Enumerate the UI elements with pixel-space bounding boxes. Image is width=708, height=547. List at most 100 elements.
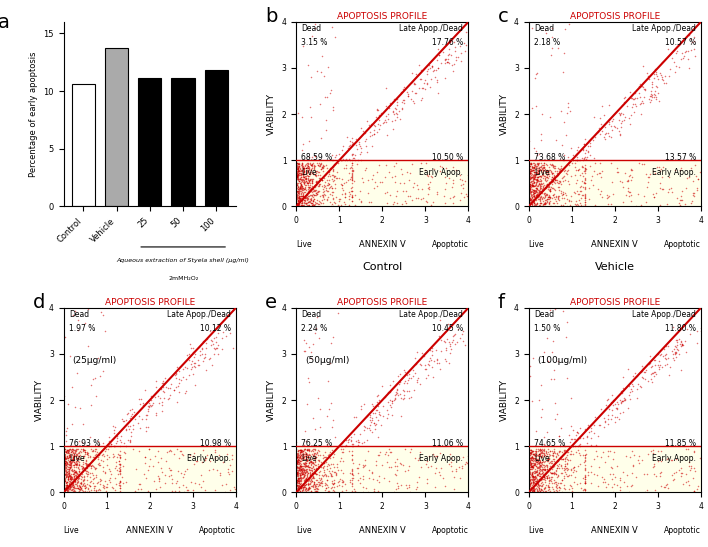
Point — [346, 455, 358, 463]
Point — [314, 192, 326, 201]
Point — [324, 453, 335, 462]
Point — [68, 469, 79, 478]
Point — [314, 201, 326, 210]
Point — [569, 158, 581, 167]
Point — [537, 457, 548, 466]
Point — [306, 475, 317, 484]
Point — [304, 176, 315, 185]
Point — [524, 181, 535, 190]
Point — [297, 465, 308, 474]
Point — [535, 199, 547, 208]
Point — [583, 183, 594, 192]
Point — [321, 411, 333, 420]
Point — [307, 447, 319, 456]
Point — [302, 182, 314, 191]
Point — [299, 163, 310, 172]
Point — [537, 164, 548, 172]
Point — [297, 164, 309, 172]
Point — [542, 171, 553, 179]
Point — [383, 167, 394, 176]
Point — [362, 175, 374, 184]
Point — [69, 475, 80, 484]
Point — [135, 399, 146, 408]
Point — [578, 177, 590, 186]
Point — [295, 463, 306, 472]
Point — [532, 463, 544, 472]
Point — [546, 469, 557, 478]
Point — [540, 472, 552, 481]
Point — [544, 199, 555, 208]
Point — [295, 168, 306, 177]
Point — [152, 446, 164, 455]
Point — [423, 451, 435, 460]
Point — [299, 460, 310, 469]
Point — [59, 485, 71, 493]
Point — [535, 183, 546, 192]
Point — [528, 461, 539, 469]
Point — [548, 190, 559, 199]
Point — [295, 179, 307, 188]
Point — [360, 456, 371, 464]
Point — [554, 183, 565, 191]
Point — [380, 160, 392, 169]
Point — [529, 479, 540, 488]
Point — [311, 480, 322, 489]
Text: (100μg/ml): (100μg/ml) — [537, 356, 588, 365]
Point — [571, 200, 583, 208]
Point — [527, 164, 539, 173]
Point — [309, 171, 321, 179]
Point — [357, 178, 368, 187]
Point — [554, 432, 565, 440]
Point — [552, 450, 563, 458]
Point — [306, 159, 317, 168]
Point — [542, 486, 554, 494]
Point — [297, 42, 309, 50]
Point — [530, 167, 542, 176]
Point — [294, 457, 305, 465]
Point — [112, 434, 123, 443]
Point — [445, 458, 457, 467]
Point — [547, 469, 559, 478]
Point — [527, 463, 539, 472]
Point — [316, 478, 327, 487]
Point — [89, 463, 101, 472]
Point — [579, 192, 590, 201]
Point — [64, 450, 76, 458]
Point — [524, 478, 535, 487]
Point — [398, 391, 409, 400]
Point — [540, 167, 552, 176]
Point — [295, 166, 307, 174]
Point — [62, 472, 74, 481]
Point — [62, 475, 73, 484]
Point — [69, 477, 80, 486]
Point — [299, 445, 310, 454]
Point — [403, 483, 414, 492]
Point — [74, 479, 86, 487]
Point — [556, 161, 567, 170]
Point — [60, 484, 72, 493]
Point — [670, 342, 681, 351]
Point — [297, 188, 308, 196]
Point — [607, 470, 619, 479]
Point — [307, 191, 318, 200]
Point — [292, 459, 303, 468]
Point — [529, 193, 540, 201]
Point — [307, 200, 318, 209]
Point — [70, 446, 81, 455]
Point — [527, 479, 539, 488]
Point — [84, 462, 95, 470]
Point — [187, 347, 198, 356]
Point — [570, 434, 581, 443]
Point — [82, 453, 93, 462]
Point — [127, 445, 138, 453]
Point — [114, 484, 125, 492]
Point — [532, 177, 544, 186]
Point — [302, 189, 313, 197]
Point — [306, 183, 317, 192]
Point — [74, 485, 86, 493]
Point — [543, 166, 554, 174]
Point — [385, 463, 396, 472]
Point — [105, 440, 117, 449]
Point — [307, 160, 318, 168]
Point — [661, 78, 672, 87]
